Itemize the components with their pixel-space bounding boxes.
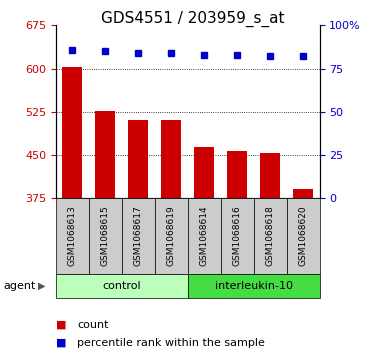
Text: ■: ■	[56, 338, 66, 348]
Bar	[128, 120, 148, 363]
FancyBboxPatch shape	[89, 198, 122, 274]
Bar	[161, 120, 181, 363]
FancyBboxPatch shape	[188, 198, 221, 274]
Text: percentile rank within the sample: percentile rank within the sample	[77, 338, 265, 348]
FancyBboxPatch shape	[286, 198, 320, 274]
Text: GSM1068616: GSM1068616	[233, 205, 242, 266]
Text: GDS4551 / 203959_s_at: GDS4551 / 203959_s_at	[101, 11, 284, 27]
Text: GSM1068615: GSM1068615	[101, 205, 110, 266]
FancyBboxPatch shape	[122, 198, 155, 274]
Bar	[95, 111, 115, 363]
Text: GSM1068618: GSM1068618	[266, 205, 275, 266]
Text: count: count	[77, 320, 109, 330]
Text: ■: ■	[56, 320, 66, 330]
FancyBboxPatch shape	[188, 274, 320, 298]
Bar	[194, 147, 214, 363]
Text: agent: agent	[4, 281, 36, 291]
Text: control: control	[102, 281, 141, 291]
Text: ▶: ▶	[38, 281, 45, 291]
Text: GSM1068617: GSM1068617	[134, 205, 143, 266]
FancyBboxPatch shape	[56, 198, 89, 274]
Bar	[260, 153, 280, 363]
Text: GSM1068613: GSM1068613	[68, 205, 77, 266]
FancyBboxPatch shape	[221, 198, 254, 274]
FancyBboxPatch shape	[155, 198, 188, 274]
FancyBboxPatch shape	[56, 274, 188, 298]
Bar	[293, 189, 313, 363]
Text: GSM1068614: GSM1068614	[200, 205, 209, 266]
Bar	[62, 67, 82, 363]
Text: interleukin-10: interleukin-10	[214, 281, 293, 291]
Bar	[227, 151, 247, 363]
Text: GSM1068619: GSM1068619	[167, 205, 176, 266]
Text: GSM1068620: GSM1068620	[298, 205, 308, 266]
FancyBboxPatch shape	[254, 198, 286, 274]
